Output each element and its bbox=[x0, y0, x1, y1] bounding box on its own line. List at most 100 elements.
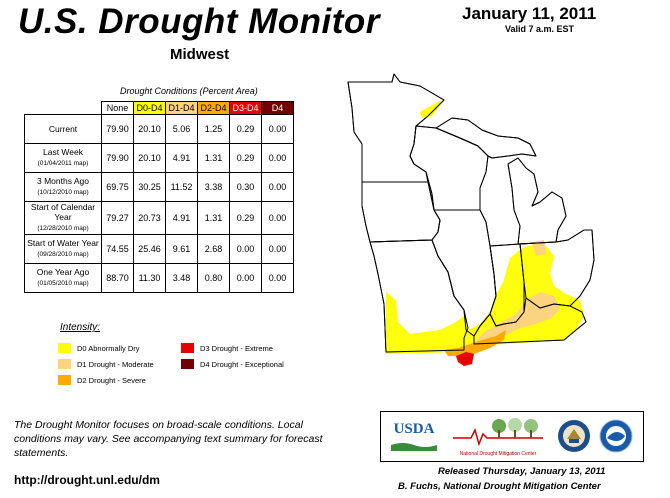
table-row: Last Week (01/04/2011 map) 79.90 20.10 4.… bbox=[24, 143, 294, 173]
col-header-d2-d4: D2-D4 bbox=[197, 101, 230, 115]
partner-logos: USDA National Drought Mitigation Center bbox=[380, 411, 644, 462]
table-row: 3 Months Ago (10/12/2010 map) 69.75 30.25… bbox=[24, 172, 294, 202]
row-label-sub: (12/28/2010 map) bbox=[37, 225, 89, 232]
table-cell: 0.00 bbox=[261, 201, 294, 235]
legend-item-d2: D2 Drought - Severe bbox=[58, 375, 146, 385]
table-cell: 69.75 bbox=[101, 172, 134, 202]
table-cell: 1.31 bbox=[197, 143, 230, 173]
table-caption: Drought Conditions (Percent Area) bbox=[120, 86, 258, 96]
table-row: Start of Calendar Year (12/28/2010 map) 7… bbox=[24, 201, 294, 235]
row-label-sub: (01/04/2011 map) bbox=[37, 160, 89, 167]
legend-swatch-d1 bbox=[58, 359, 71, 369]
table-cell: 9.61 bbox=[165, 234, 198, 264]
legend-title: Intensity: bbox=[60, 322, 101, 333]
table-cell: 11.52 bbox=[165, 172, 198, 202]
col-header-d3-d4: D3-D4 bbox=[229, 101, 262, 115]
footnote-text: The Drought Monitor focuses on broad-sca… bbox=[14, 419, 323, 459]
drought-conditions-table: None D0-D4 D1-D4 D2-D4 D3-D4 D4 Current … bbox=[24, 101, 294, 293]
table-row: Start of Water Year (09/28/2010 map) 74.5… bbox=[24, 234, 294, 264]
table-cell: 4.91 bbox=[165, 143, 198, 173]
drought-d3-area bbox=[456, 352, 474, 366]
table-cell: 20.10 bbox=[133, 143, 166, 173]
table-row: One Year Ago (01/05/2010 map) 88.70 11.30… bbox=[24, 263, 294, 293]
legend-label: D4 Drought - Exceptional bbox=[200, 359, 284, 369]
tree-drought-icon bbox=[453, 418, 543, 447]
legend-label: D3 Drought - Extreme bbox=[200, 343, 273, 353]
row-label: Current bbox=[24, 114, 102, 144]
table-cell: 4.91 bbox=[165, 201, 198, 235]
row-label: Last Week (01/04/2011 map) bbox=[24, 143, 102, 173]
map-date: January 11, 2011 bbox=[462, 4, 597, 23]
row-label-sub: (10/12/2010 map) bbox=[37, 189, 89, 196]
table-cell: 0.00 bbox=[261, 143, 294, 173]
table-cell: 0.00 bbox=[261, 234, 294, 264]
table-cell: 0.29 bbox=[229, 143, 262, 173]
drought-d1-area-ohio bbox=[532, 240, 546, 256]
author-credit: B. Fuchs, National Drought Mitigation Ce… bbox=[398, 481, 601, 492]
table-cell: 0.29 bbox=[229, 201, 262, 235]
table-cell: 20.10 bbox=[133, 114, 166, 144]
website-link[interactable]: http://drought.unl.edu/dm bbox=[14, 473, 160, 487]
col-header-d4: D4 bbox=[261, 101, 294, 115]
legend-label: D1 Drought - Moderate bbox=[77, 359, 154, 369]
drought-d0-area-southern bbox=[386, 244, 584, 354]
valid-time: Valid 7 a.m. EST bbox=[505, 24, 575, 34]
legend-swatch-d0 bbox=[58, 343, 71, 353]
row-label: One Year Ago (01/05/2010 map) bbox=[24, 263, 102, 293]
col-header-none: None bbox=[101, 101, 134, 115]
legend-item-d4: D4 Drought - Exceptional bbox=[181, 359, 284, 369]
row-label-text: One Year Ago bbox=[36, 267, 90, 277]
table-cell: 3.38 bbox=[197, 172, 230, 202]
legend-swatch-d2 bbox=[58, 375, 71, 385]
row-label: Start of Water Year (09/28/2010 map) bbox=[24, 234, 102, 264]
row-label: 3 Months Ago (10/12/2010 map) bbox=[24, 172, 102, 202]
drought-d2-area bbox=[444, 330, 506, 356]
map-title: U.S. Drought Monitor bbox=[18, 2, 380, 41]
table-cell: 0.30 bbox=[229, 172, 262, 202]
table-cell: 79.90 bbox=[101, 114, 134, 144]
table-cell: 79.90 bbox=[101, 143, 134, 173]
state-michigan-lp bbox=[507, 157, 567, 245]
table-corner bbox=[25, 102, 102, 115]
table-cell: 11.30 bbox=[133, 263, 166, 293]
table-cell: 0.80 bbox=[197, 263, 230, 293]
legend-label: D2 Drought - Severe bbox=[77, 375, 146, 385]
table-header-row: None D0-D4 D1-D4 D2-D4 D3-D4 D4 bbox=[25, 101, 294, 115]
legend-label: D0 Abnormally Dry bbox=[77, 343, 140, 353]
table-cell: 0.29 bbox=[229, 114, 262, 144]
release-date: Released Thursday, January 13, 2011 bbox=[438, 466, 606, 477]
state-iowa bbox=[361, 181, 441, 243]
ndmc-logo-text: National Drought Mitigation Center bbox=[459, 451, 537, 457]
row-label-text: Last Week bbox=[42, 147, 83, 157]
col-header-d1-d4: D1-D4 bbox=[165, 101, 198, 115]
legend-swatch-d4 bbox=[181, 359, 194, 369]
table-cell: 0.00 bbox=[261, 172, 294, 202]
table-row: Current 79.90 20.10 5.06 1.25 0.29 0.00 bbox=[24, 114, 294, 144]
col-header-d0-d4: D0-D4 bbox=[133, 101, 166, 115]
table-cell: 25.46 bbox=[133, 234, 166, 264]
noaa-seal-icon bbox=[599, 419, 633, 458]
usda-logo-text: USDA bbox=[393, 421, 435, 437]
table-cell: 1.25 bbox=[197, 114, 230, 144]
row-label-sub: (09/28/2010 map) bbox=[37, 251, 89, 258]
table-cell: 1.31 bbox=[197, 201, 230, 235]
table-cell: 88.70 bbox=[101, 263, 134, 293]
row-label-text: Start of Calendar Year bbox=[30, 202, 96, 222]
region-title: Midwest bbox=[170, 46, 230, 63]
midwest-map bbox=[347, 73, 595, 366]
table-cell: 0.00 bbox=[261, 114, 294, 144]
legend-item-d3: D3 Drought - Extreme bbox=[181, 343, 273, 353]
ndmc-logo: National Drought Mitigation Center bbox=[451, 416, 545, 458]
table-cell: 0.00 bbox=[229, 234, 262, 264]
table-cell: 0.00 bbox=[261, 263, 294, 293]
drought-d0-area-minnesota bbox=[420, 100, 444, 118]
row-label-sub: (01/05/2010 map) bbox=[37, 280, 89, 287]
usda-wave-icon bbox=[391, 443, 437, 451]
table-cell: 3.48 bbox=[165, 263, 198, 293]
legend-swatch-d3 bbox=[181, 343, 194, 353]
table-cell: 2.68 bbox=[197, 234, 230, 264]
table-cell: 79.27 bbox=[101, 201, 134, 235]
table-cell: 74.55 bbox=[101, 234, 134, 264]
commerce-seal-icon bbox=[557, 419, 591, 458]
table-cell: 20.73 bbox=[133, 201, 166, 235]
